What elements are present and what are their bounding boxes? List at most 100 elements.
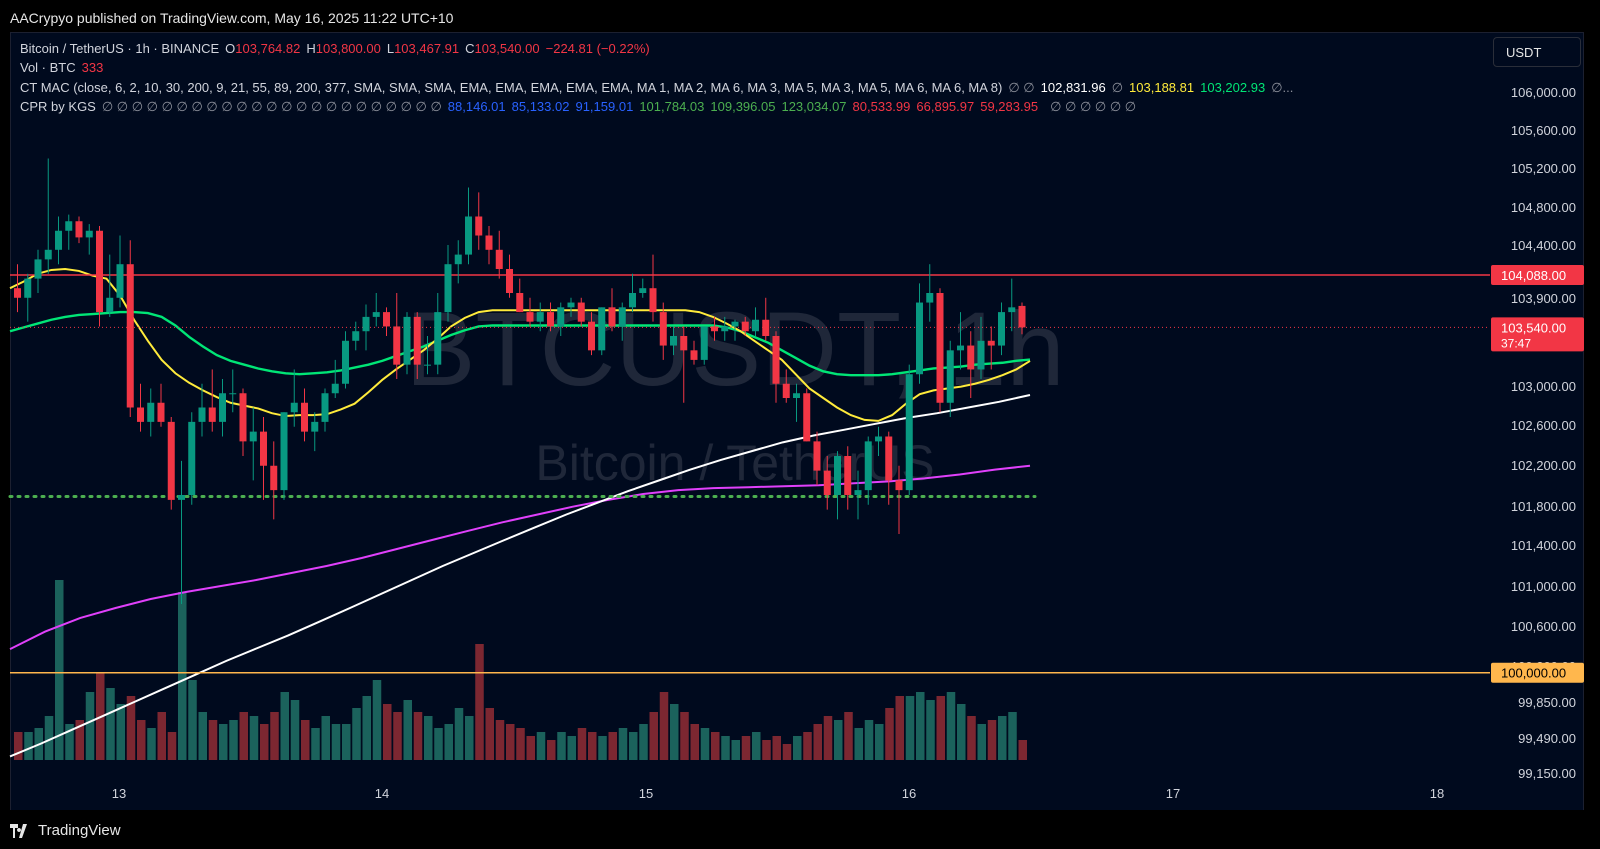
candle-body [116,264,124,298]
volume-bar [741,736,751,760]
chart-pane[interactable] [10,32,1584,812]
candle-body [670,336,677,346]
candle-body [629,293,636,308]
volume-bar [875,724,884,760]
volume-bar [629,732,638,760]
price-tick-label: 103,900.00 [1511,291,1576,306]
volume-name: Vol · BTC [20,60,76,75]
price-tick-label: 101,400.00 [1511,538,1576,553]
candle-body [926,293,934,303]
volume-bar [721,736,730,760]
price-marker-label: 104,088.00 [1501,268,1566,283]
candle-body [465,216,472,255]
volume-bar [229,720,238,760]
candle-body [803,393,811,442]
volume-bar [434,728,443,760]
price-marker-label: 103,540.00 [1501,320,1566,335]
moving-average-line [9,393,1031,758]
volume-bar [670,704,679,760]
ctmac-legend[interactable]: CT MAC (close, 6, 2, 10, 30, 200, 9, 21,… [20,80,1299,96]
candle-body [936,293,944,403]
volume-bar [895,696,904,760]
candle-body [167,421,175,500]
volume-bar [793,736,802,760]
volume-bar [711,732,720,760]
volume-bar [752,732,761,760]
candle-body [75,221,83,238]
symbol-name: Bitcoin / TetherUS · 1h · BINANCE [20,41,220,56]
candle-body [895,480,903,491]
tradingview-brand[interactable]: TradingView [10,822,121,839]
cpr-value-7: 80,533.99 [852,99,911,114]
candlesticks [14,158,1026,604]
volume-bar [854,728,863,760]
volume-bar [680,712,689,760]
currency-unit-selector[interactable]: USDT [1493,37,1581,67]
cpr-na-prefix: ∅ ∅ ∅ ∅ ∅ ∅ ∅ ∅ ∅ ∅ ∅ ∅ ∅ ∅ ∅ ∅ ∅ ∅ ∅ ∅ … [101,99,442,114]
volume-legend[interactable]: Vol · BTC 333 [20,60,109,75]
volume-bar [14,732,23,760]
ctmac-na-2: ∅ [1111,80,1124,95]
cpr-value-8: 66,895.97 [916,99,975,114]
price-tick-label: 104,400.00 [1511,238,1576,253]
volume-bar [977,724,986,760]
candle-body [854,490,862,495]
candle-body [372,312,380,317]
volume-bar [946,692,956,760]
candle-body [239,393,247,442]
price-marker-box [1491,662,1584,683]
volume-bar [536,732,546,760]
volume-bar [393,712,402,760]
volume-bar [936,696,945,760]
volume-bar [342,724,351,760]
moving-average-line [9,464,1031,650]
candle-body [916,302,923,375]
candle-body [188,421,196,495]
candle-body [403,316,411,365]
volume-bar [106,688,115,760]
volume-bar [731,740,740,760]
volume-bar [147,728,156,760]
candle-body [270,465,278,491]
volume-bar [270,712,279,760]
candle-body [752,319,759,332]
volume-bar [239,712,248,760]
candle-body [987,340,995,346]
cpr-na-suffix: ∅ ∅ ∅ ∅ ∅ ∅ [1050,99,1137,114]
candle-body [649,288,657,313]
candle-body [393,326,401,365]
volume-bar [844,712,853,760]
candle-body [454,254,462,265]
candle-body [813,441,821,471]
volume-bar [301,720,310,760]
close-value: 103,540.00 [474,41,540,56]
high-label: H [306,41,316,56]
price-tick-label: 103,000.00 [1511,379,1576,394]
candle-body [793,393,800,398]
candle-body [741,321,749,332]
cpr-values: 88,146.01 85,133.02 91,159.01 101,784.03 109… [448,99,1044,114]
volume-bar [547,740,556,760]
candle-body [14,288,21,298]
symbol-legend[interactable]: Bitcoin / TetherUS · 1h · BINANCE O103,76… [20,41,656,56]
candle-body [290,402,298,413]
candle-body [957,345,964,351]
candle-body [680,336,688,351]
volume-bar [495,720,505,760]
cpr-value-4: 101,784.03 [639,99,705,114]
cpr-value-5: 109,396.05 [710,99,776,114]
cpr-legend[interactable]: CPR by KGS ∅ ∅ ∅ ∅ ∅ ∅ ∅ ∅ ∅ ∅ ∅ ∅ ∅ ∅ ∅ … [20,99,1142,115]
cpr-value-9: 59,283.95 [980,99,1039,114]
volume-bar [249,716,259,760]
candle-body [362,316,370,332]
footer-bar [0,810,1600,849]
price-marker-box [1491,264,1584,285]
candle-body [567,302,575,308]
ctmac-value-1: 102,831.96 [1040,80,1106,95]
volume-bar [311,728,320,760]
candle-body [55,230,62,250]
volume-bars [14,580,1027,760]
candle-body [700,326,708,360]
